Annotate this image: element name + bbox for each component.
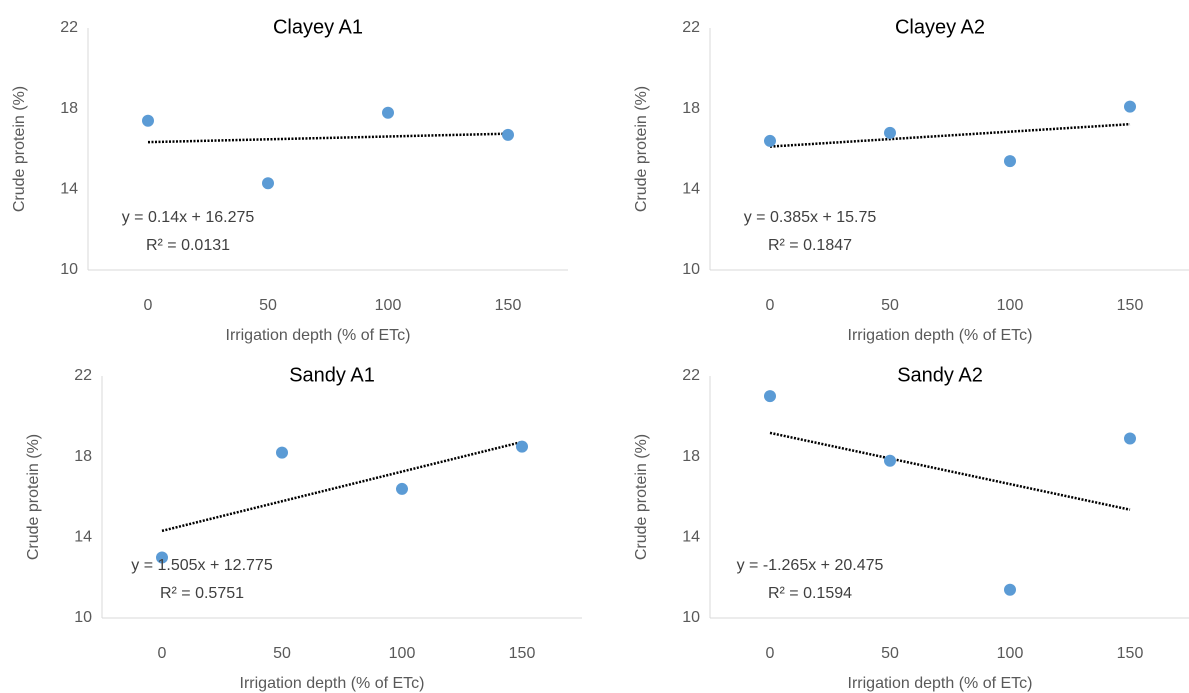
panel: 10 14 18 22 0 50 100 150 Sandy A1 Irrigation dept… — [25, 364, 582, 692]
point — [764, 134, 776, 147]
y-tick-label: 22 — [60, 19, 78, 36]
point — [1004, 155, 1016, 168]
y-axis-label: Crude protein (%) — [633, 86, 650, 212]
chart-title: Clayey A2 — [895, 16, 985, 38]
point — [142, 114, 154, 127]
trendline — [769, 122, 1131, 148]
x-tick-label: 150 — [1117, 297, 1144, 314]
x-tick-label: 0 — [766, 645, 775, 662]
x-axis-label: Irrigation depth (% of ETc) — [848, 675, 1033, 692]
x-tick-label: 100 — [997, 297, 1024, 314]
trend-annotation: R² = 0.1594 — [768, 585, 852, 602]
trend-annotation: y = -1.265x + 20.475 — [737, 557, 884, 574]
x-tick-label: 0 — [158, 645, 167, 662]
point — [764, 390, 776, 403]
trendline — [147, 132, 509, 144]
trendline — [161, 440, 523, 533]
point — [1004, 583, 1016, 596]
point — [1124, 100, 1136, 113]
trend-annotation: R² = 0.5751 — [160, 585, 244, 602]
y-tick-label: 10 — [74, 609, 92, 626]
chart-title: Clayey A1 — [273, 16, 363, 38]
y-tick-label: 18 — [74, 448, 92, 465]
point — [884, 454, 896, 467]
chart-title: Sandy A1 — [289, 364, 375, 386]
point — [276, 446, 288, 459]
x-tick-label: 150 — [495, 297, 522, 314]
y-tick-label: 14 — [682, 181, 700, 198]
point — [396, 482, 408, 495]
y-tick-label: 14 — [74, 529, 92, 546]
trend-annotation: y = 0.385x + 15.75 — [744, 209, 877, 226]
point — [884, 126, 896, 139]
y-tick-label: 10 — [60, 261, 78, 278]
point — [382, 106, 394, 119]
chart-title: Sandy A2 — [897, 364, 983, 386]
x-tick-label: 50 — [273, 645, 291, 662]
trend-annotation: y = 0.14x + 16.275 — [122, 209, 255, 226]
y-tick-label: 22 — [74, 367, 92, 384]
y-tick-label: 10 — [682, 609, 700, 626]
point — [262, 177, 274, 190]
y-tick-label: 14 — [60, 181, 78, 198]
panel: 10 14 18 22 0 50 100 150 Clayey A2 Irrigation dep… — [633, 16, 1189, 344]
y-tick-label: 18 — [682, 448, 700, 465]
panel: 10 14 18 22 0 50 100 150 Clayey A1 Irrigation dep… — [11, 16, 568, 344]
y-tick-label: 18 — [682, 100, 700, 117]
y-tick-label: 10 — [682, 261, 700, 278]
trend-annotation: R² = 0.1847 — [768, 237, 852, 254]
point — [502, 128, 514, 141]
x-tick-label: 100 — [389, 645, 416, 662]
panel: 10 14 18 22 0 50 100 150 Sandy A2 Irrigation dept… — [633, 364, 1189, 692]
x-tick-label: 100 — [375, 297, 402, 314]
x-axis-label: Irrigation depth (% of ETc) — [848, 327, 1033, 344]
y-tick-label: 18 — [60, 100, 78, 117]
x-tick-label: 100 — [997, 645, 1024, 662]
x-tick-label: 150 — [509, 645, 536, 662]
y-axis-label: Crude protein (%) — [25, 434, 42, 560]
trendline — [769, 431, 1131, 511]
trend-annotation: y = 1.505x + 12.775 — [131, 557, 273, 574]
x-axis-label: Irrigation depth (% of ETc) — [226, 327, 411, 344]
x-tick-label: 0 — [144, 297, 153, 314]
y-tick-label: 14 — [682, 529, 700, 546]
y-tick-label: 22 — [682, 19, 700, 36]
x-tick-label: 150 — [1117, 645, 1144, 662]
x-tick-label: 50 — [259, 297, 277, 314]
x-tick-label: 50 — [881, 645, 899, 662]
x-tick-label: 50 — [881, 297, 899, 314]
trend-annotation: R² = 0.0131 — [146, 237, 230, 254]
point — [516, 440, 528, 453]
y-axis-label: Crude protein (%) — [11, 86, 28, 212]
y-axis-label: Crude protein (%) — [633, 434, 650, 560]
y-tick-label: 22 — [682, 367, 700, 384]
x-axis-label: Irrigation depth (% of ETc) — [240, 675, 425, 692]
x-tick-label: 0 — [766, 297, 775, 314]
point — [1124, 432, 1136, 445]
point — [156, 551, 168, 564]
